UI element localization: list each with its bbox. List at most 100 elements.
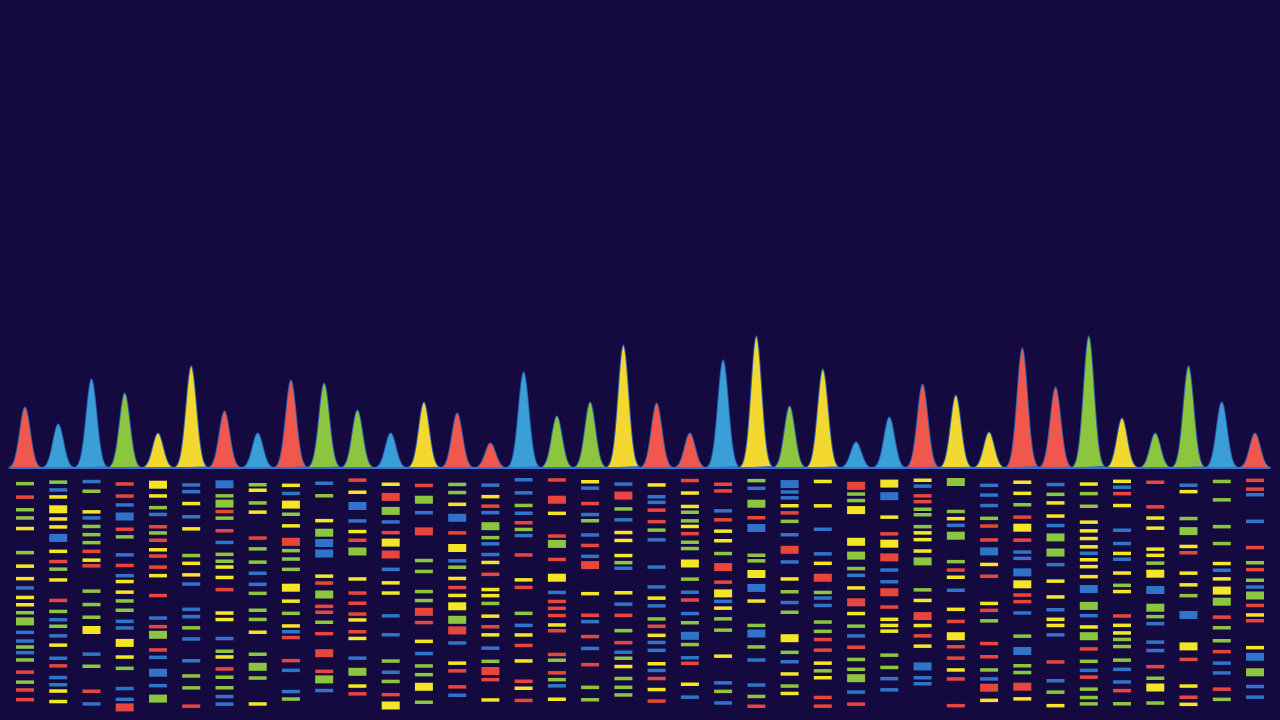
gel-band — [1013, 670, 1032, 675]
gel-band — [182, 553, 201, 558]
gel-band — [980, 538, 999, 542]
gel-band — [348, 618, 367, 622]
gel-band — [49, 488, 68, 492]
gel-band — [813, 603, 832, 608]
gel-band — [913, 623, 932, 628]
gel-band — [680, 682, 699, 686]
gel-band — [281, 512, 300, 516]
gel-band — [1046, 482, 1065, 487]
gel-band — [1013, 697, 1032, 701]
gel-band — [215, 509, 234, 514]
gel-band — [547, 557, 566, 562]
gel-band — [1246, 545, 1264, 550]
gel-band — [647, 662, 666, 666]
peak — [74, 378, 110, 469]
gel-band — [680, 559, 699, 568]
gel-band — [880, 653, 899, 657]
gel-band — [547, 606, 566, 611]
gel-band — [1212, 498, 1231, 502]
gel-band — [1146, 648, 1165, 653]
gel-band — [82, 510, 101, 514]
gel-band — [813, 676, 832, 680]
gel-band — [16, 603, 34, 607]
gel-band — [281, 624, 300, 628]
gel-band — [115, 563, 134, 568]
gel-band — [747, 559, 766, 563]
gel-band — [1013, 523, 1032, 532]
gel-band — [880, 479, 899, 488]
gel-band — [448, 490, 467, 495]
gel-band — [414, 483, 433, 488]
gel-band — [547, 629, 566, 633]
gel-band — [813, 620, 832, 624]
gel-band — [1079, 695, 1098, 700]
gel-band — [149, 480, 167, 489]
gel-band — [1113, 589, 1131, 594]
gel-band — [547, 539, 566, 548]
gel-band — [248, 702, 267, 706]
gel-band — [149, 548, 167, 552]
gel-band — [1212, 661, 1231, 665]
gel-band — [16, 495, 34, 499]
gel-band — [115, 608, 134, 612]
gel-band — [448, 641, 467, 645]
peak — [773, 405, 806, 469]
gel-band — [780, 610, 799, 614]
gel-band — [182, 561, 201, 566]
gel-band — [1212, 687, 1231, 691]
gel-band — [647, 495, 666, 499]
gel-band — [82, 664, 101, 668]
gel-band — [946, 523, 965, 528]
gel-band — [880, 629, 899, 633]
gel-band — [448, 565, 467, 569]
gel-band — [780, 600, 799, 605]
gel-band — [414, 527, 433, 536]
gel-band — [1046, 608, 1065, 612]
gel-band — [980, 641, 999, 646]
gel-band — [149, 648, 167, 652]
gel-band — [581, 486, 600, 490]
gel-band — [315, 631, 334, 636]
peak — [141, 432, 175, 469]
gel-band — [115, 655, 134, 659]
peak — [1172, 365, 1206, 469]
gel-band — [149, 565, 167, 569]
gel-band — [847, 667, 866, 672]
gel-band — [215, 480, 234, 489]
gel-band — [1146, 553, 1165, 558]
gel-band — [1013, 550, 1032, 554]
gel-band — [149, 525, 167, 529]
gel-band — [215, 529, 234, 533]
gel-band — [481, 659, 500, 664]
gel-band — [182, 626, 201, 630]
gel-band — [381, 520, 400, 524]
gel-band — [614, 650, 633, 654]
gel-band — [414, 495, 433, 504]
gel-band — [115, 573, 134, 578]
gel-band — [1212, 597, 1231, 606]
gel-band — [747, 486, 766, 491]
gel-band — [149, 494, 167, 498]
peak — [806, 368, 841, 469]
gel-band — [780, 504, 799, 508]
gel-band — [1113, 680, 1131, 684]
gel-band — [913, 662, 932, 671]
gel-band — [547, 478, 566, 482]
gel-band — [614, 640, 633, 645]
gel-band — [315, 574, 334, 578]
gel-band — [1013, 593, 1032, 597]
peak — [640, 402, 673, 469]
gel-band — [680, 642, 699, 647]
gel-band — [1079, 564, 1098, 569]
gel-band — [1146, 516, 1165, 520]
gel-band — [614, 507, 633, 511]
gel-band — [182, 659, 201, 663]
gel-band — [182, 527, 201, 531]
gel-band — [381, 670, 400, 674]
gel-band — [1246, 645, 1264, 650]
gel-band — [780, 660, 799, 664]
gel-band — [49, 598, 68, 603]
gel-band — [547, 671, 566, 675]
gel-band — [16, 586, 34, 590]
gel-band — [215, 611, 234, 615]
